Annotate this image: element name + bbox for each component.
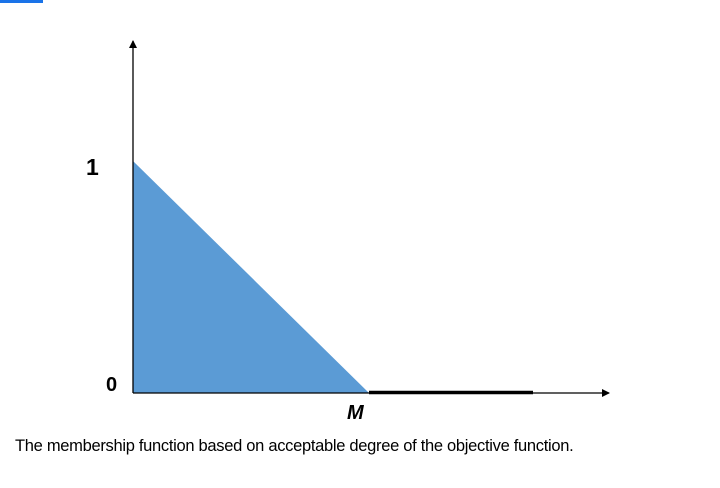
figure-caption: The membership function based on accepta… [15,437,574,455]
x-label-m: M [347,402,364,424]
y-tick-0: 0 [106,374,118,396]
top-accent-bar [0,0,43,3]
y-tick-1: 1 [86,154,99,180]
membership-area [133,161,369,393]
